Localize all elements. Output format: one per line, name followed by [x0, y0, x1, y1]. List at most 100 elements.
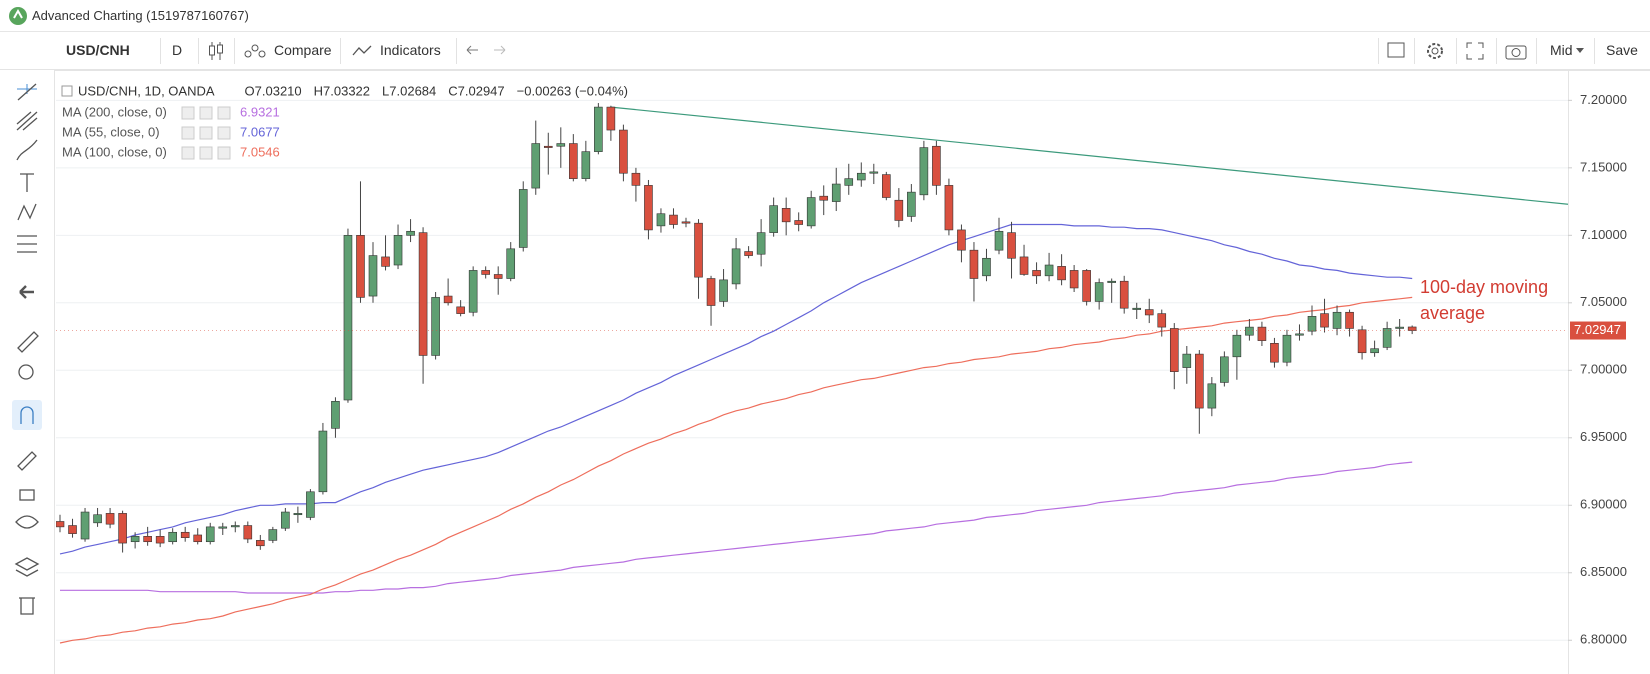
stay-drawing-tool[interactable]: [17, 451, 37, 471]
legend-icon: [217, 146, 231, 160]
pattern-tool[interactable]: [17, 203, 37, 221]
candle-body: [869, 171, 879, 174]
candle-body: [1107, 280, 1116, 283]
legend-icon: [217, 106, 231, 120]
candle-body: [1332, 311, 1342, 329]
magnet-tool[interactable]: [20, 406, 34, 424]
interval-button[interactable]: D: [172, 42, 183, 58]
candle-body: [1295, 333, 1304, 336]
expand-button[interactable]: [1465, 41, 1485, 61]
candle-body: [356, 235, 365, 298]
candle-body: [1094, 282, 1104, 302]
candle-body: [907, 191, 916, 217]
candle-body: [744, 251, 753, 256]
candle-body: [293, 513, 303, 516]
candle-body: [1144, 309, 1154, 316]
layers-tool[interactable]: [14, 557, 40, 577]
candle-body: [1407, 326, 1417, 331]
candle-body: [681, 221, 691, 224]
zoom-tool[interactable]: [18, 364, 34, 380]
compare-button[interactable]: Compare: [274, 42, 332, 58]
indicators-button[interactable]: Indicators: [380, 42, 441, 58]
app-logo: [9, 7, 27, 25]
candle-body: [1270, 343, 1279, 363]
legend-name: MA (200, close, 0): [62, 104, 167, 119]
candle-body: [1370, 348, 1379, 354]
candle-body: [80, 511, 90, 540]
legend-collapse: [61, 85, 73, 97]
dropdown-caret: [1576, 48, 1584, 53]
candle-body: [218, 526, 228, 529]
candle-body: [844, 178, 854, 186]
candle-body: [93, 514, 102, 524]
candle-body: [130, 536, 140, 543]
drawing-toolbar: [0, 70, 55, 674]
y-tick-label: 7.00000: [1580, 362, 1627, 377]
candle-body: [243, 525, 253, 540]
measure-tool[interactable]: [17, 331, 39, 353]
compare-icon[interactable]: [244, 44, 266, 58]
delete-tool[interactable]: [19, 597, 35, 615]
candle-body: [969, 249, 979, 279]
brush-tool[interactable]: [16, 139, 38, 161]
candle-body: [118, 513, 127, 544]
ma-line: [59, 296, 1413, 644]
candle-body: [56, 521, 65, 528]
candle-body: [769, 205, 778, 233]
undo-redo[interactable]: [464, 44, 508, 58]
annotation: 100-day moving average: [1420, 277, 1549, 323]
lock-tool[interactable]: [19, 489, 35, 501]
legend-name: MA (100, close, 0): [62, 144, 167, 159]
candle-body: [193, 534, 203, 543]
last-price-label: 7.02947: [1574, 322, 1621, 337]
candle-body: [1132, 307, 1142, 310]
ohlc-label: L7.02684: [382, 83, 436, 98]
candle-body: [343, 235, 353, 401]
candle-body: [306, 491, 315, 518]
candle-body: [180, 531, 190, 538]
y-tick-label: 6.95000: [1580, 429, 1627, 444]
candle-body: [606, 106, 616, 131]
candle-body: [1157, 313, 1167, 328]
candle-body: [543, 145, 553, 148]
snapshot-button[interactable]: [1505, 42, 1527, 60]
candle-body: [318, 430, 328, 493]
legend-icon: [199, 126, 213, 140]
candle-body: [631, 172, 641, 186]
y-tick-label: 7.10000: [1580, 227, 1627, 242]
y-tick-label: 7.15000: [1580, 159, 1627, 174]
trend-line-tool[interactable]: [17, 83, 37, 101]
candle-body: [1307, 316, 1317, 332]
pitchfork-tool[interactable]: [16, 111, 38, 131]
candle-body: [1069, 270, 1079, 289]
candle-body: [1320, 313, 1329, 328]
candle-body: [856, 172, 866, 181]
candle-body: [281, 511, 290, 529]
back-tool[interactable]: [19, 285, 34, 299]
price-source-button[interactable]: Mid: [1550, 42, 1573, 58]
visibility-tool[interactable]: [15, 515, 39, 529]
candle-body: [1082, 270, 1091, 302]
candle-body: [831, 183, 841, 202]
candle-body: [594, 106, 603, 152]
candle-body: [493, 274, 503, 279]
candle-body: [1007, 232, 1016, 259]
candle-body: [706, 278, 716, 306]
y-tick-label: 6.90000: [1580, 497, 1627, 512]
trend-line: [610, 106, 1568, 205]
candle-body: [1119, 280, 1129, 309]
text-tool[interactable]: [20, 173, 34, 192]
fullscreen-box[interactable]: [1386, 41, 1406, 59]
candle-body: [882, 174, 891, 198]
candle-body: [481, 270, 490, 275]
fib-tool[interactable]: [17, 235, 37, 253]
candle-body: [431, 297, 440, 356]
settings-button[interactable]: [1424, 40, 1446, 62]
legend-icon: [181, 146, 195, 160]
indicators-icon[interactable]: [352, 45, 372, 57]
candle-body: [806, 197, 816, 227]
symbol-button[interactable]: USD/CNH: [66, 42, 130, 58]
save-button[interactable]: Save: [1606, 42, 1638, 58]
chart-style-button[interactable]: [208, 41, 224, 61]
candle-body: [957, 229, 966, 251]
